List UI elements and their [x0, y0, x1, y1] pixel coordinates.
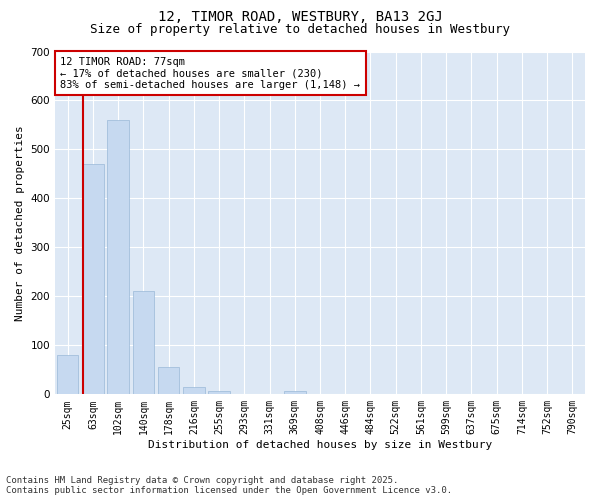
Bar	[133, 292, 154, 395]
Bar	[284, 391, 305, 394]
Text: 12 TIMOR ROAD: 77sqm
← 17% of detached houses are smaller (230)
83% of semi-deta: 12 TIMOR ROAD: 77sqm ← 17% of detached h…	[61, 56, 361, 90]
Bar	[158, 368, 179, 394]
Text: Contains HM Land Registry data © Crown copyright and database right 2025.
Contai: Contains HM Land Registry data © Crown c…	[6, 476, 452, 495]
Y-axis label: Number of detached properties: Number of detached properties	[15, 125, 25, 321]
X-axis label: Distribution of detached houses by size in Westbury: Distribution of detached houses by size …	[148, 440, 492, 450]
Bar	[57, 355, 79, 395]
Bar	[208, 391, 230, 394]
Text: 12, TIMOR ROAD, WESTBURY, BA13 2GJ: 12, TIMOR ROAD, WESTBURY, BA13 2GJ	[158, 10, 442, 24]
Bar	[82, 164, 104, 394]
Bar	[183, 387, 205, 394]
Text: Size of property relative to detached houses in Westbury: Size of property relative to detached ho…	[90, 22, 510, 36]
Bar	[107, 120, 129, 394]
